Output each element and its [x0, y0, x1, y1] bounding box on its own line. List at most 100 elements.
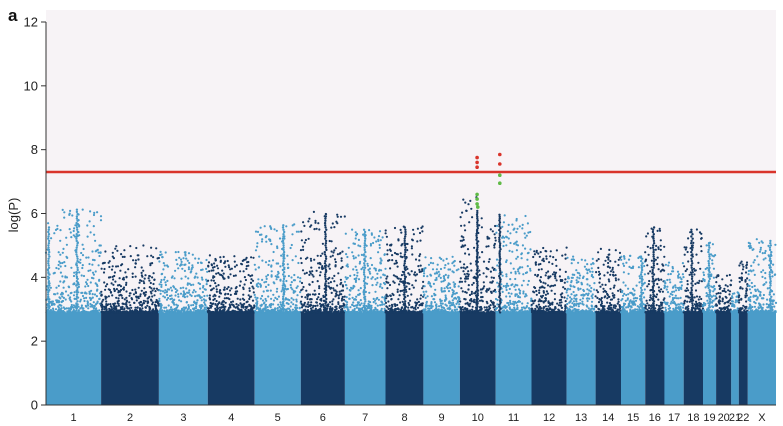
snp-point — [590, 286, 593, 290]
snp-point — [118, 309, 121, 312]
snp-point — [537, 303, 541, 306]
snp-point — [423, 272, 426, 275]
snp-point — [536, 305, 539, 309]
snp-point — [501, 310, 504, 313]
snp-point — [121, 302, 124, 305]
snp-point — [472, 311, 475, 314]
snp-point — [300, 289, 303, 292]
snp-point — [121, 255, 124, 258]
snp-point — [166, 265, 170, 268]
snp-point — [393, 251, 397, 255]
snp-point — [212, 276, 215, 279]
snp-point — [570, 281, 573, 284]
snp-point — [508, 306, 511, 309]
snp-point — [360, 253, 363, 256]
snp-point — [577, 287, 580, 290]
snp-point — [378, 243, 381, 247]
snp-point — [374, 278, 377, 281]
snp-point — [564, 278, 567, 281]
snp-point — [528, 311, 531, 314]
snp-point — [590, 274, 593, 278]
snp-point — [199, 261, 202, 264]
snp-point — [258, 255, 261, 258]
snp-point — [444, 298, 447, 301]
snp-point — [338, 306, 341, 309]
snp-point — [94, 270, 97, 273]
snp-point — [412, 310, 415, 313]
snp-point — [221, 269, 224, 272]
snp-point — [463, 263, 466, 266]
snp-point — [272, 293, 275, 296]
snp-point — [309, 272, 312, 275]
snp-point — [65, 276, 69, 279]
snp-point — [439, 276, 442, 279]
snp-point — [329, 255, 332, 258]
snp-point — [79, 300, 82, 303]
snp-point — [472, 300, 475, 303]
snp-point — [460, 245, 463, 249]
snp-point — [59, 293, 63, 296]
snp-point — [659, 239, 662, 242]
snp-point — [389, 294, 392, 297]
snp-point — [319, 271, 322, 274]
snp-point — [605, 310, 608, 313]
snp-point — [549, 255, 552, 258]
snp-point — [122, 288, 125, 291]
snp-point — [525, 234, 528, 237]
chromosome-5-band — [254, 312, 301, 405]
snp-point — [521, 244, 525, 247]
snp-point — [290, 243, 293, 247]
snp-point — [159, 305, 162, 308]
snp-point — [240, 305, 243, 308]
snp-point — [330, 286, 333, 289]
snp-point — [348, 311, 351, 314]
snp-point — [165, 298, 169, 301]
snp-point — [443, 266, 446, 269]
snp-point — [502, 221, 505, 224]
snp-point — [178, 256, 181, 259]
chromosome-16-band — [645, 312, 665, 405]
snp-point — [163, 278, 166, 281]
snp-point — [604, 259, 607, 262]
snp-point — [197, 257, 200, 260]
snp-point — [502, 285, 505, 288]
snp-point — [163, 309, 166, 312]
snp-point — [159, 289, 162, 292]
snp-point — [255, 302, 258, 305]
snp-point — [401, 306, 404, 309]
snp-point — [257, 266, 260, 269]
snp-point — [577, 305, 580, 308]
snp-point — [527, 307, 531, 310]
snp-point — [254, 296, 257, 299]
snp-point — [224, 301, 227, 304]
snp-point — [598, 277, 602, 280]
snp-point — [505, 235, 508, 238]
snp-point — [405, 290, 408, 293]
snp-point — [429, 311, 432, 314]
snp-point — [243, 311, 246, 314]
snp-point — [539, 306, 542, 309]
snp-point — [105, 311, 108, 314]
snp-point — [587, 268, 591, 271]
snp-point — [155, 287, 158, 290]
snp-point — [163, 296, 167, 299]
snp-point — [302, 221, 305, 224]
snp-point — [385, 277, 388, 280]
snp-point — [334, 258, 337, 261]
snp-point — [525, 305, 529, 308]
snp-point — [176, 263, 179, 266]
snp-point — [600, 296, 603, 300]
snp-point — [234, 306, 237, 309]
snp-point — [590, 267, 593, 270]
snp-point — [144, 300, 147, 303]
snp-point — [354, 265, 357, 268]
snp-point — [351, 296, 354, 299]
snp-point — [539, 251, 542, 254]
snp-point — [178, 299, 181, 302]
snp-point — [548, 261, 551, 264]
snp-point — [414, 279, 417, 282]
snp-point — [239, 302, 242, 305]
snp-point — [589, 311, 593, 314]
snp-point — [111, 251, 114, 254]
snp-point — [434, 288, 437, 291]
